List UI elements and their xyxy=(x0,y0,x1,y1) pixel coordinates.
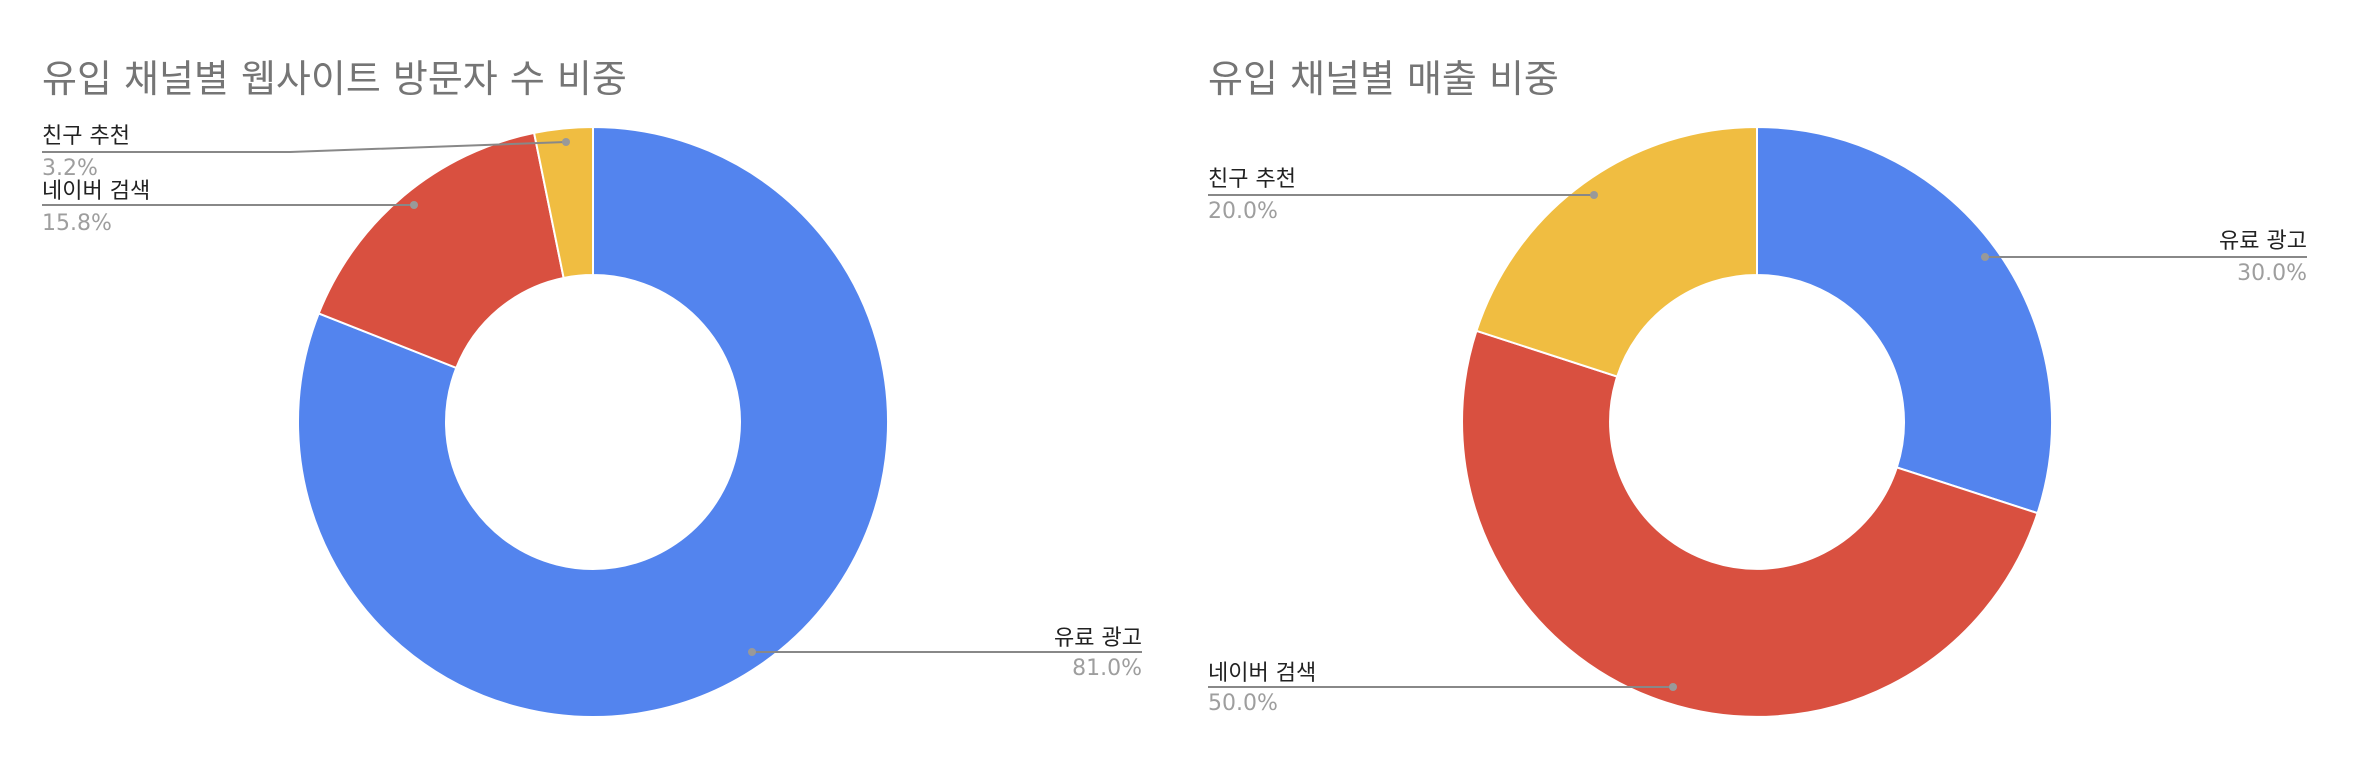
chart-revenue: 유입 채널별 매출 비중 유료 광고 30.0% 네이버 검색 50.0% 친구 추천 2… xyxy=(1208,57,2307,718)
slices-visitors xyxy=(297,125,889,718)
label-percent-paid-ads: 81.0% xyxy=(1072,656,1142,681)
label-name-friend-referral: 친구 추천 xyxy=(1208,167,1296,192)
slice-paid-ads xyxy=(297,125,889,718)
leader-dot-friend-referral xyxy=(1590,191,1598,199)
slice-friend-referral xyxy=(1475,125,1758,378)
labels-visitors: 유료 광고 81.0% 네이버 검색 15.8% 친구 추천 3.2% xyxy=(42,124,1142,681)
leader-dot-naver-search xyxy=(410,201,418,209)
slice-naver-search xyxy=(317,131,565,370)
leader-dot-naver-search xyxy=(1669,683,1677,691)
label-percent-friend-referral: 3.2% xyxy=(42,156,98,181)
slice-friend-referral xyxy=(532,125,594,280)
leader-dot-paid-ads xyxy=(748,648,756,656)
chart-title-visitors: 유입 채널별 웹사이트 방문자 수 비중 xyxy=(42,57,627,101)
label-name-naver-search: 네이버 검색 xyxy=(1208,661,1316,686)
leader-line-friend-referral xyxy=(42,141,567,153)
label-percent-friend-referral: 20.0% xyxy=(1208,199,1278,224)
label-name-friend-referral: 친구 추천 xyxy=(42,124,130,149)
chart-title-revenue: 유입 채널별 매출 비중 xyxy=(1208,57,1559,101)
labels-revenue: 유료 광고 30.0% 네이버 검색 50.0% 친구 추천 20.0% xyxy=(1208,167,2307,716)
slice-naver-search xyxy=(1461,329,2039,718)
label-percent-naver-search: 50.0% xyxy=(1208,691,1278,716)
label-name-paid-ads: 유료 광고 xyxy=(1054,626,1142,651)
chart-visitors: 유입 채널별 웹사이트 방문자 수 비중 유료 광고 81.0% 네이버 검색 15.… xyxy=(42,57,1142,718)
leader-dot-friend-referral xyxy=(562,138,570,146)
label-name-naver-search: 네이버 검색 xyxy=(42,179,150,204)
slice-paid-ads xyxy=(1756,125,2053,515)
slices-revenue xyxy=(1461,125,2053,718)
label-percent-naver-search: 15.8% xyxy=(42,211,112,236)
leader-dot-paid-ads xyxy=(1981,253,1989,261)
label-name-paid-ads: 유료 광고 xyxy=(2219,229,2307,254)
label-percent-paid-ads: 30.0% xyxy=(2237,261,2307,286)
